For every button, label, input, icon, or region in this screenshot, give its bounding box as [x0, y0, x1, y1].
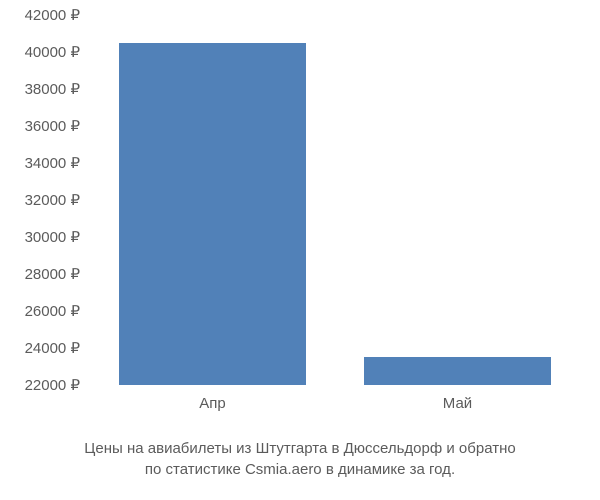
x-axis: Апр Май	[90, 395, 580, 420]
y-tick-label: 26000 ₽	[0, 302, 80, 320]
chart-container: 42000 ₽ 40000 ₽ 38000 ₽ 36000 ₽ 34000 ₽ 32000…	[0, 0, 600, 500]
bar	[119, 43, 305, 385]
y-tick-label: 30000 ₽	[0, 228, 80, 246]
y-tick-label: 36000 ₽	[0, 117, 80, 135]
x-tick-label: Апр	[199, 395, 225, 412]
y-tick-label: 22000 ₽	[0, 376, 80, 394]
caption-line-2: по статистике Csmia.aero в динамике за г…	[0, 459, 600, 480]
caption-line-1: Цены на авиабилеты из Штутгарта в Дюссел…	[0, 438, 600, 459]
y-tick-label: 24000 ₽	[0, 339, 80, 357]
y-tick-label: 40000 ₽	[0, 43, 80, 61]
y-tick-label: 28000 ₽	[0, 265, 80, 283]
x-tick-label: Май	[443, 395, 472, 412]
y-tick-label: 42000 ₽	[0, 6, 80, 24]
y-tick-label: 38000 ₽	[0, 80, 80, 98]
y-axis: 42000 ₽40000 ₽38000 ₽36000 ₽34000 ₽32000…	[0, 15, 85, 385]
y-tick-label: 34000 ₽	[0, 154, 80, 172]
chart-caption: Цены на авиабилеты из Штутгарта в Дюссел…	[0, 438, 600, 480]
bars-group	[90, 15, 580, 385]
y-tick-label: 32000 ₽	[0, 191, 80, 209]
bar	[364, 357, 550, 385]
plot-area	[90, 15, 580, 385]
